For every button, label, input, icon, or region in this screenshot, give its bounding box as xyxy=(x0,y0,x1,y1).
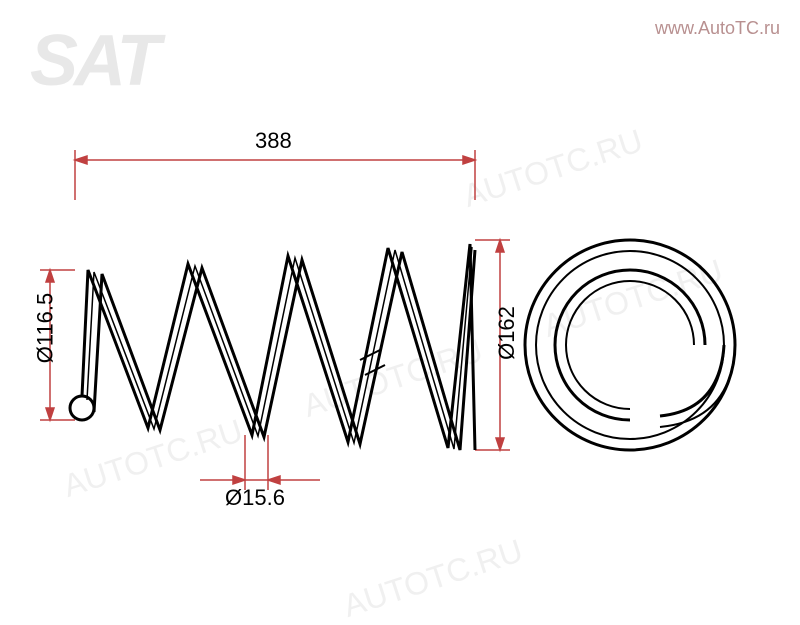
technical-drawing xyxy=(20,80,780,540)
spring-end-view xyxy=(525,240,735,450)
watermark-diagonal-4: AUTOTC.RU xyxy=(339,532,527,625)
dim-label-diameter-large: Ø162 xyxy=(494,306,520,360)
diagram-container: 388 Ø116.5 Ø162 Ø15.6 xyxy=(20,80,780,540)
dim-wire-diameter xyxy=(200,435,320,490)
dim-length xyxy=(75,150,475,200)
spring-side-view xyxy=(70,244,475,450)
dim-label-diameter-small: Ø116.5 xyxy=(32,293,58,364)
dim-label-length: 388 xyxy=(255,128,292,154)
watermark-url: www.AutoTC.ru xyxy=(655,18,780,39)
dim-label-wire-diameter: Ø15.6 xyxy=(225,485,285,511)
